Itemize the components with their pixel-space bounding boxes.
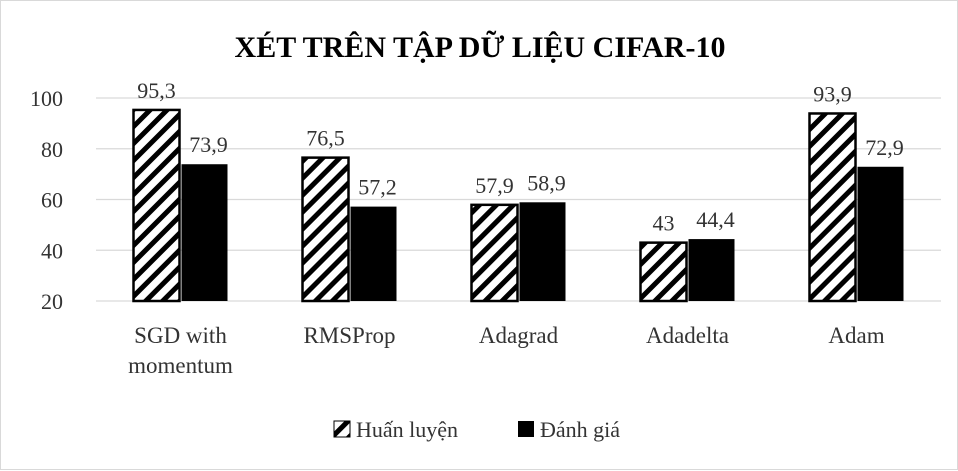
y-tick-label: 20 bbox=[41, 289, 63, 314]
category-label: Adadelta bbox=[646, 323, 729, 348]
legend-label-train: Huấn luyện bbox=[356, 417, 458, 442]
data-label-eval: 73,9 bbox=[189, 132, 228, 157]
legend-swatch-solid bbox=[518, 421, 534, 437]
data-label-eval: 58,9 bbox=[527, 170, 566, 195]
bar-train bbox=[639, 241, 688, 303]
bar-train bbox=[470, 203, 519, 303]
chart-title: XÉT TRÊN TẬP DỮ LIỆU CIFAR-10 bbox=[235, 30, 726, 64]
data-label-train: 95,3 bbox=[137, 78, 176, 103]
category-label: Adam bbox=[828, 323, 884, 348]
bar-train bbox=[132, 108, 181, 303]
data-label-train: 43 bbox=[653, 211, 675, 236]
y-tick-label: 80 bbox=[41, 137, 63, 162]
y-tick-label: 100 bbox=[30, 86, 63, 111]
y-tick-label: 60 bbox=[41, 188, 63, 213]
y-axis-ticks: 20 40 60 80 100 bbox=[30, 86, 63, 314]
bars bbox=[132, 108, 904, 303]
data-label-eval: 44,4 bbox=[696, 207, 735, 232]
data-label-train: 93,9 bbox=[813, 81, 852, 106]
gridlines bbox=[96, 97, 941, 302]
data-labels: 95,3 73,9 76,5 57,2 57,9 58,9 43 44,4 93,9 72,9 bbox=[137, 78, 904, 236]
legend: Huấn luyện Đánh giá bbox=[333, 417, 620, 442]
category-label: SGD with bbox=[134, 323, 227, 348]
data-label-eval: 57,2 bbox=[358, 175, 397, 200]
bar-eval bbox=[688, 239, 735, 301]
bar-eval bbox=[350, 206, 397, 301]
data-label-train: 57,9 bbox=[475, 173, 514, 198]
y-tick-label: 40 bbox=[41, 238, 63, 263]
bar-eval bbox=[857, 166, 904, 301]
x-axis-categories: SGD with momentum RMSProp Adagrad Adadelta Ad… bbox=[128, 323, 885, 378]
bar-eval bbox=[519, 202, 566, 301]
data-label-eval: 72,9 bbox=[865, 135, 904, 160]
legend-label-eval: Đánh giá bbox=[540, 417, 620, 442]
category-label: RMSProp bbox=[303, 323, 395, 348]
bar-train bbox=[301, 156, 350, 303]
legend-swatch-hatched bbox=[333, 420, 351, 438]
data-label-train: 76,5 bbox=[306, 126, 345, 151]
bar-eval bbox=[181, 164, 228, 301]
bar-train bbox=[808, 112, 857, 303]
category-label: Adagrad bbox=[479, 323, 559, 348]
category-label: momentum bbox=[128, 353, 233, 378]
